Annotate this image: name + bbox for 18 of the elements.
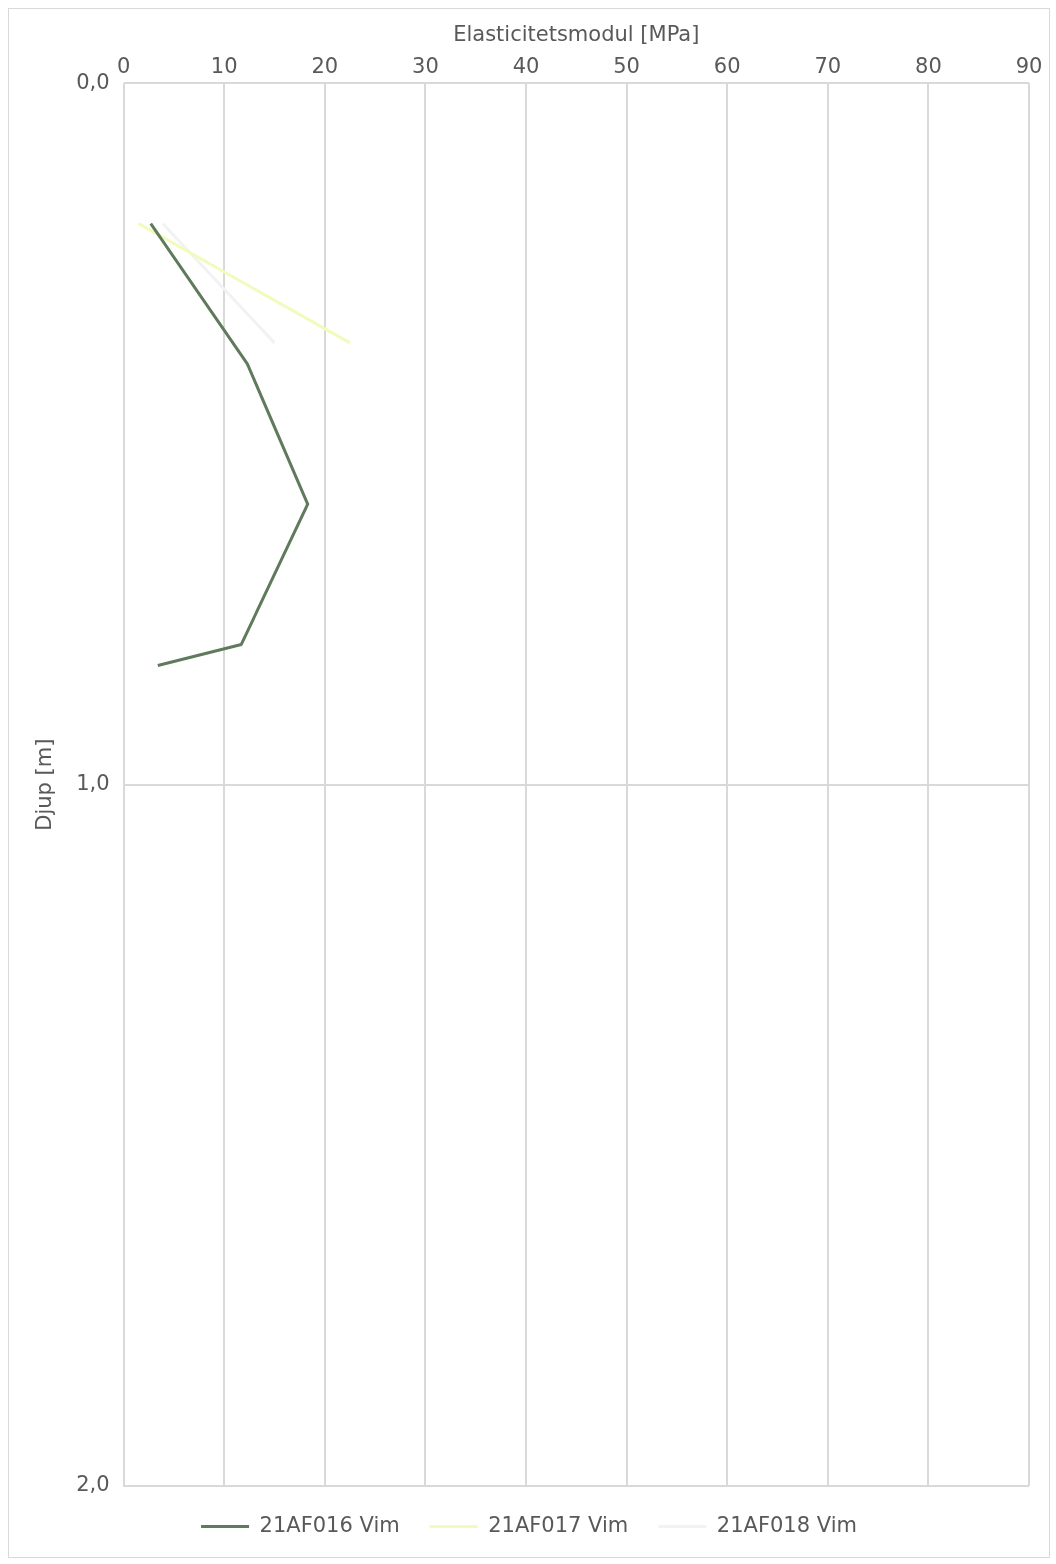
- legend-label: 21AF018 Vim: [716, 1512, 857, 1537]
- x-tick-label: 20: [311, 54, 339, 79]
- x-tick-label: 80: [915, 54, 942, 79]
- y-tick-label: 1,0: [76, 771, 110, 796]
- y-axis-title: Djup [m]: [32, 738, 57, 831]
- x-tick-label: 10: [210, 54, 238, 79]
- y-tick-label: 0,0: [76, 69, 110, 94]
- y-tick-label: 2,0: [76, 1472, 110, 1497]
- legend-label: 21AF016 Vim: [259, 1512, 400, 1537]
- x-tick-label: 70: [814, 54, 842, 79]
- x-tick-label: 50: [613, 54, 640, 79]
- legend-label: 21AF017 Vim: [488, 1512, 629, 1537]
- x-tick-label: 90: [1015, 54, 1043, 79]
- x-tick-label: 30: [412, 54, 439, 79]
- x-tick-label: 60: [713, 54, 741, 79]
- x-axis-title: Elasticitetsmodul [MPa]: [453, 22, 700, 47]
- x-tick-label: 0: [116, 54, 131, 79]
- x-tick-label: 40: [512, 54, 540, 79]
